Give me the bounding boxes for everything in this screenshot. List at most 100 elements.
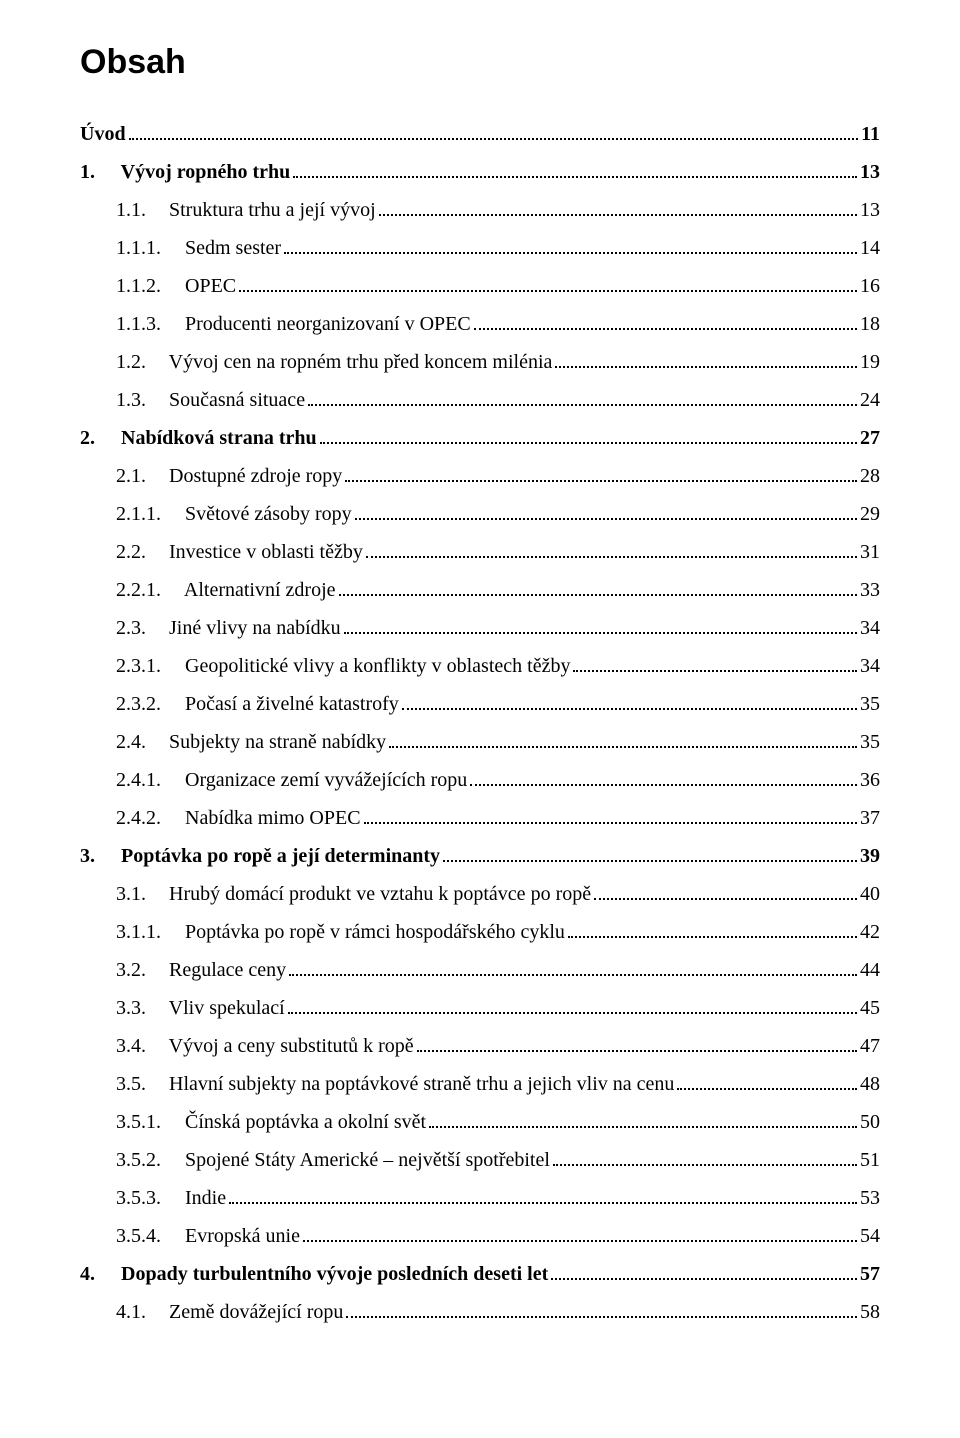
toc-entry-number: 2.4.1. xyxy=(116,761,180,799)
toc-entry-title: Regulace ceny xyxy=(169,959,286,981)
toc-leader-dots xyxy=(379,196,857,216)
toc-entry-page: 19 xyxy=(860,343,880,381)
toc-leader-dots xyxy=(320,424,857,444)
toc-entry-title: Investice v oblasti těžby xyxy=(169,541,363,563)
toc-entry-title: Vývoj a ceny substitutů k ropě xyxy=(169,1035,414,1057)
toc-entry: 3.5.2. Spojené Státy Americké – největší… xyxy=(80,1141,880,1179)
toc-entry-label: 1.1.3. Producenti neorganizovaní v OPEC xyxy=(116,305,471,343)
toc-entry-label: 3.5.1. Čínská poptávka a okolní svět xyxy=(116,1103,426,1141)
toc-leader-dots xyxy=(594,880,857,900)
toc-entry-title: Počasí a živelné katastrofy xyxy=(185,693,399,715)
toc-entry-page: 14 xyxy=(860,229,880,267)
toc-entry-number: 2.3.1. xyxy=(116,647,180,685)
toc-entry-page: 34 xyxy=(860,609,880,647)
toc-entry-page: 54 xyxy=(860,1217,880,1255)
toc-entry-label: 3.5.4. Evropská unie xyxy=(116,1217,300,1255)
toc-entry: 2.4. Subjekty na straně nabídky35 xyxy=(80,723,880,761)
toc-leader-dots xyxy=(389,728,857,748)
toc-entry-title: Světové zásoby ropy xyxy=(185,503,352,525)
toc-entry-page: 24 xyxy=(860,381,880,419)
toc-entry-number: 3.5.2. xyxy=(116,1141,180,1179)
toc-entry: 2.4.1. Organizace zemí vyvážejících ropu… xyxy=(80,761,880,799)
toc-leader-dots xyxy=(555,348,857,368)
toc-leader-dots xyxy=(339,576,857,596)
toc-entry-number: 1.1. xyxy=(116,191,164,229)
toc-entry-number: 3.5.4. xyxy=(116,1217,180,1255)
toc-entry-title: Hlavní subjekty na poptávkové straně trh… xyxy=(169,1073,674,1095)
toc-entry-number: 1.1.3. xyxy=(116,305,180,343)
toc-entry: 3.2. Regulace ceny 44 xyxy=(80,951,880,989)
toc-entry: 1.3. Současná situace24 xyxy=(80,381,880,419)
toc-entry-number: 2.4. xyxy=(116,723,164,761)
toc-entry-label: 2.3. Jiné vlivy na nabídku xyxy=(116,609,341,647)
toc-leader-dots xyxy=(344,614,857,634)
toc-entry-page: 29 xyxy=(860,495,880,533)
toc-entry-page: 31 xyxy=(860,533,880,571)
toc-leader-dots xyxy=(288,994,857,1014)
toc-entry-label: 3.5.3. Indie xyxy=(116,1179,226,1217)
toc-entry: 2. Nabídková strana trhu27 xyxy=(80,419,880,457)
toc-leader-dots xyxy=(443,842,857,862)
toc-leader-dots xyxy=(239,272,857,292)
toc-entry-number: 2.1.1. xyxy=(116,495,180,533)
toc-leader-dots xyxy=(346,1298,857,1318)
toc-entry-label: 1.2. Vývoj cen na ropném trhu před konce… xyxy=(116,343,552,381)
toc-entry-page: 18 xyxy=(860,305,880,343)
toc-leader-dots xyxy=(677,1070,857,1090)
toc-entry-page: 40 xyxy=(860,875,880,913)
toc-entry-title: Současná situace xyxy=(169,389,305,411)
toc-entry-label: 2.3.2. Počasí a živelné katastrofy xyxy=(116,685,399,723)
document-page: Obsah Úvod111. Vývoj ropného trhu131.1. … xyxy=(0,0,960,1438)
toc-entry-title: Spojené Státy Americké – největší spotře… xyxy=(185,1149,550,1171)
toc-entry-number: 2.4.2. xyxy=(116,799,180,837)
toc-entry-title: Nabídková strana trhu xyxy=(121,427,317,449)
toc-entry-label: 3. Poptávka po ropě a její determinanty xyxy=(80,837,440,875)
toc-entry-number: 1. xyxy=(80,153,116,191)
toc-leader-dots xyxy=(129,120,859,140)
toc-entry: 3.5.1. Čínská poptávka a okolní svět50 xyxy=(80,1103,880,1141)
toc-entry-page: 48 xyxy=(860,1065,880,1103)
toc-entry-title: Evropská unie xyxy=(185,1225,300,1247)
toc-entry: 3. Poptávka po ropě a její determinanty 3… xyxy=(80,837,880,875)
toc-leader-dots xyxy=(308,386,857,406)
toc-entry-label: 2.4.1. Organizace zemí vyvážejících ropu xyxy=(116,761,467,799)
toc-entry-title: Poptávka po ropě v rámci hospodářského c… xyxy=(185,921,565,943)
toc-entry: 1.2. Vývoj cen na ropném trhu před konce… xyxy=(80,343,880,381)
toc-entry-title: Organizace zemí vyvážejících ropu xyxy=(185,769,467,791)
table-of-contents: Úvod111. Vývoj ropného trhu131.1. Strukt… xyxy=(80,115,880,1331)
toc-entry: 4.1. Země dovážející ropu58 xyxy=(80,1293,880,1331)
toc-entry-page: 51 xyxy=(860,1141,880,1179)
toc-entry-label: 2.2. Investice v oblasti těžby xyxy=(116,533,363,571)
toc-entry-page: 27 xyxy=(860,419,880,457)
toc-entry-title: Čínská poptávka a okolní svět xyxy=(185,1111,426,1133)
toc-entry: 1.1.3. Producenti neorganizovaní v OPEC1… xyxy=(80,305,880,343)
toc-entry-number: 1.2. xyxy=(116,343,164,381)
toc-entry: 2.1. Dostupné zdroje ropy28 xyxy=(80,457,880,495)
toc-leader-dots xyxy=(364,804,857,824)
toc-entry-page: 39 xyxy=(860,837,880,875)
toc-entry-number: 2.2. xyxy=(116,533,164,571)
toc-entry-page: 13 xyxy=(860,191,880,229)
toc-entry-title: Země dovážející ropu xyxy=(169,1301,343,1323)
toc-entry-label: 4.1. Země dovážející ropu xyxy=(116,1293,343,1331)
toc-entry-number: 4.1. xyxy=(116,1293,164,1331)
toc-entry: 1.1.2. OPEC16 xyxy=(80,267,880,305)
toc-entry-page: 34 xyxy=(860,647,880,685)
toc-entry: 2.2. Investice v oblasti těžby 31 xyxy=(80,533,880,571)
toc-entry-number: 4. xyxy=(80,1255,116,1293)
toc-entry: 3.4. Vývoj a ceny substitutů k ropě47 xyxy=(80,1027,880,1065)
toc-entry-label: 1.1.1. Sedm sester xyxy=(116,229,281,267)
toc-entry-page: 44 xyxy=(860,951,880,989)
toc-entry: 3.1. Hrubý domácí produkt ve vztahu k po… xyxy=(80,875,880,913)
toc-entry-number: 3.3. xyxy=(116,989,164,1027)
toc-entry-label: 2.3.1. Geopolitické vlivy a konflikty v … xyxy=(116,647,570,685)
toc-entry-title: Struktura trhu a její vývoj xyxy=(169,199,376,221)
toc-entry-number: 3.2. xyxy=(116,951,164,989)
toc-leader-dots xyxy=(355,500,857,520)
toc-entry: 1.1. Struktura trhu a její vývoj 13 xyxy=(80,191,880,229)
toc-entry-page: 37 xyxy=(860,799,880,837)
toc-entry-page: 42 xyxy=(860,913,880,951)
toc-entry: 2.3.2. Počasí a živelné katastrofy35 xyxy=(80,685,880,723)
toc-entry-title: Hrubý domácí produkt ve vztahu k poptávc… xyxy=(169,883,591,905)
toc-entry-number: 2.1. xyxy=(116,457,164,495)
